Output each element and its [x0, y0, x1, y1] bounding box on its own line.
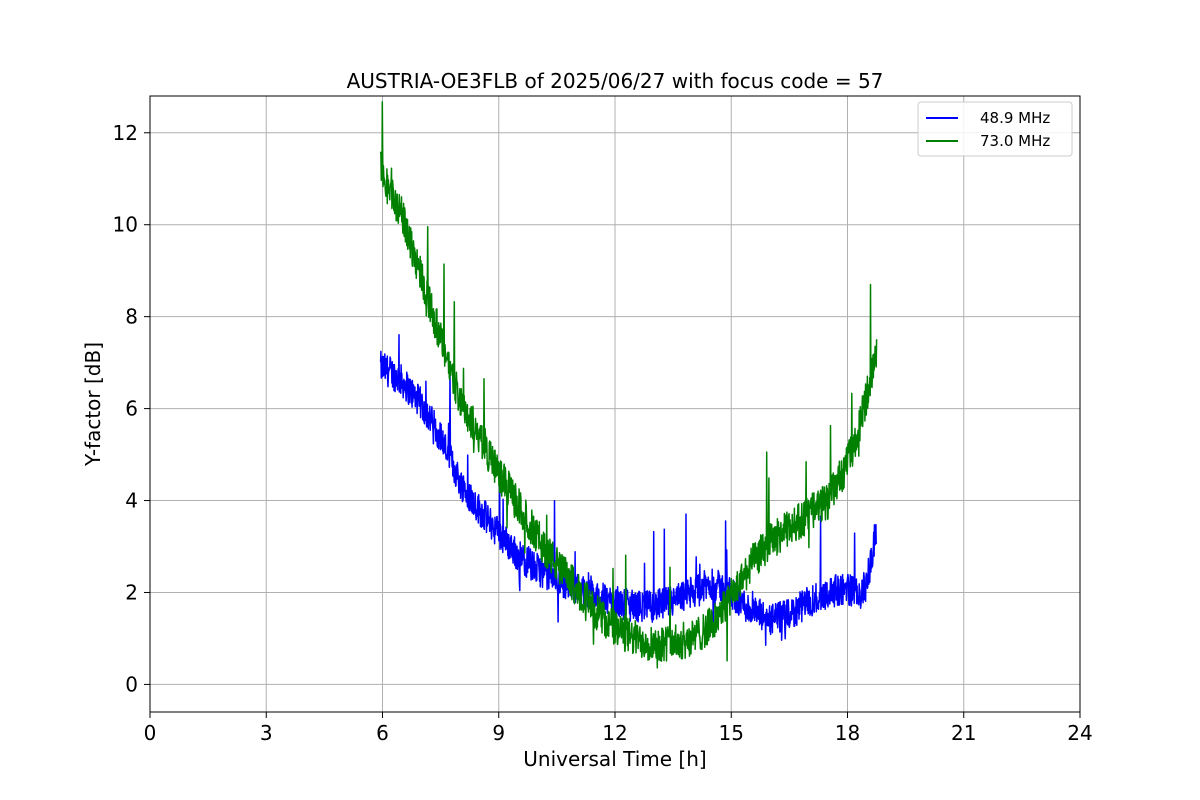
grid-lines — [149, 96, 1081, 712]
x-tick-label: 3 — [260, 721, 273, 745]
x-tick-label: 24 — [1067, 721, 1092, 745]
y-axis-label: Y-factor [dB] — [81, 342, 105, 467]
x-tick-label: 21 — [951, 721, 976, 745]
y-tick-label: 8 — [125, 305, 138, 329]
legend-label: 73.0 MHz — [980, 132, 1050, 150]
chart-title: AUSTRIA-OE3FLB of 2025/06/27 with focus … — [347, 69, 884, 93]
series-group — [379, 101, 878, 669]
y-tick-label: 6 — [125, 397, 138, 421]
legend-box — [917, 101, 1073, 157]
y-tick-label: 12 — [113, 121, 138, 145]
series-line-1 — [379, 101, 878, 669]
x-tick-label: 9 — [492, 721, 505, 745]
y-tick-label: 2 — [125, 580, 138, 604]
series-line-0 — [379, 334, 878, 647]
plot-area — [379, 101, 878, 669]
x-tick-label: 12 — [602, 721, 627, 745]
x-axis: 0 3 6 9 12 15 18 21 24 — [144, 712, 1093, 745]
y-tick-label: 4 — [125, 489, 138, 513]
legend-label: 48.9 MHz — [980, 109, 1050, 127]
y-tick-label: 10 — [113, 213, 138, 237]
y-axis: 0 2 4 6 8 10 12 — [113, 121, 150, 696]
y-tick-label: 0 — [125, 672, 138, 696]
x-tick-label: 0 — [144, 721, 157, 745]
x-tick-label: 15 — [719, 721, 744, 745]
x-tick-label: 6 — [376, 721, 389, 745]
legend: 48.9 MHz 73.0 MHz — [917, 101, 1073, 157]
x-tick-label: 18 — [835, 721, 860, 745]
x-axis-label: Universal Time [h] — [523, 747, 706, 771]
